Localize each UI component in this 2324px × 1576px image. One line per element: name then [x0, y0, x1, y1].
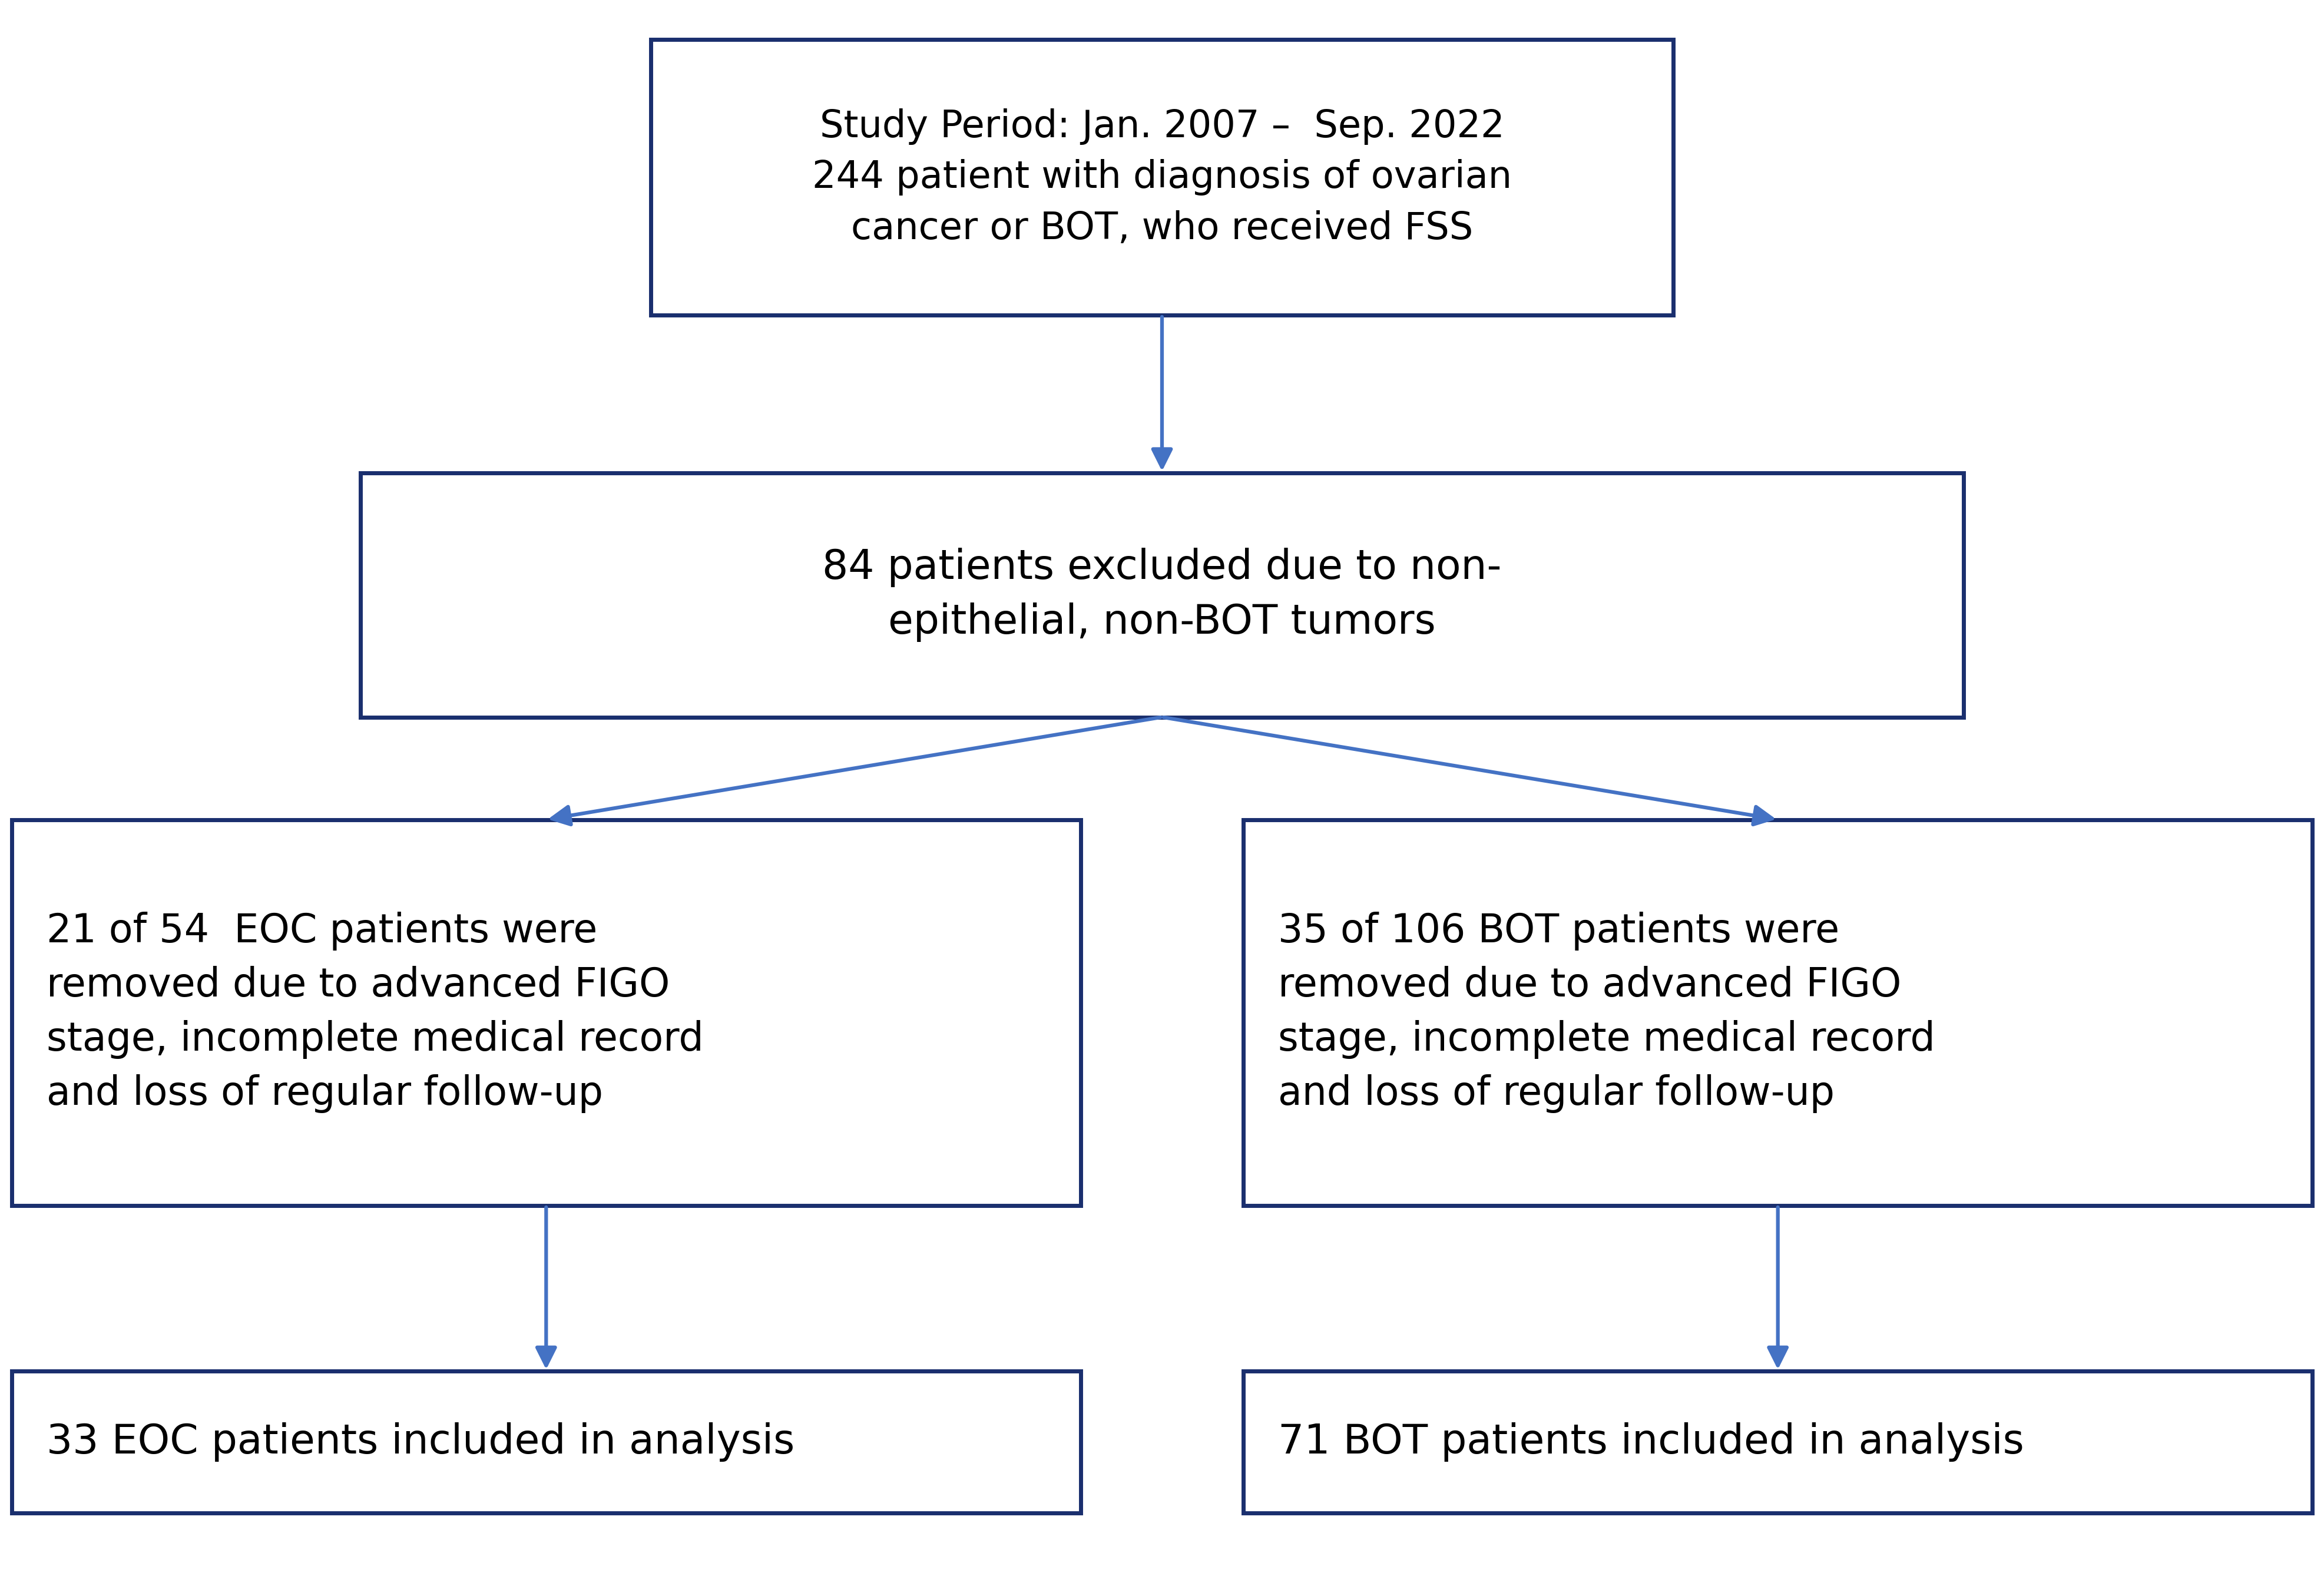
- FancyBboxPatch shape: [360, 473, 1964, 717]
- FancyBboxPatch shape: [12, 1371, 1081, 1513]
- FancyBboxPatch shape: [12, 820, 1081, 1206]
- FancyBboxPatch shape: [1243, 1371, 2312, 1513]
- FancyBboxPatch shape: [1243, 820, 2312, 1206]
- Text: 35 of 106 BOT patients were
removed due to advanced FIGO
stage, incomplete medic: 35 of 106 BOT patients were removed due …: [1278, 913, 1936, 1113]
- Text: 84 patients excluded due to non-
epithelial, non-BOT tumors: 84 patients excluded due to non- epithel…: [823, 548, 1501, 641]
- Text: 71 BOT patients included in analysis: 71 BOT patients included in analysis: [1278, 1422, 2024, 1463]
- Text: 33 EOC patients included in analysis: 33 EOC patients included in analysis: [46, 1422, 795, 1463]
- Text: 21 of 54  EOC patients were
removed due to advanced FIGO
stage, incomplete medic: 21 of 54 EOC patients were removed due t…: [46, 913, 704, 1113]
- Text: Study Period: Jan. 2007 –  Sep. 2022
244 patient with diagnosis of ovarian
cance: Study Period: Jan. 2007 – Sep. 2022 244 …: [811, 109, 1513, 246]
- FancyBboxPatch shape: [651, 39, 1673, 315]
